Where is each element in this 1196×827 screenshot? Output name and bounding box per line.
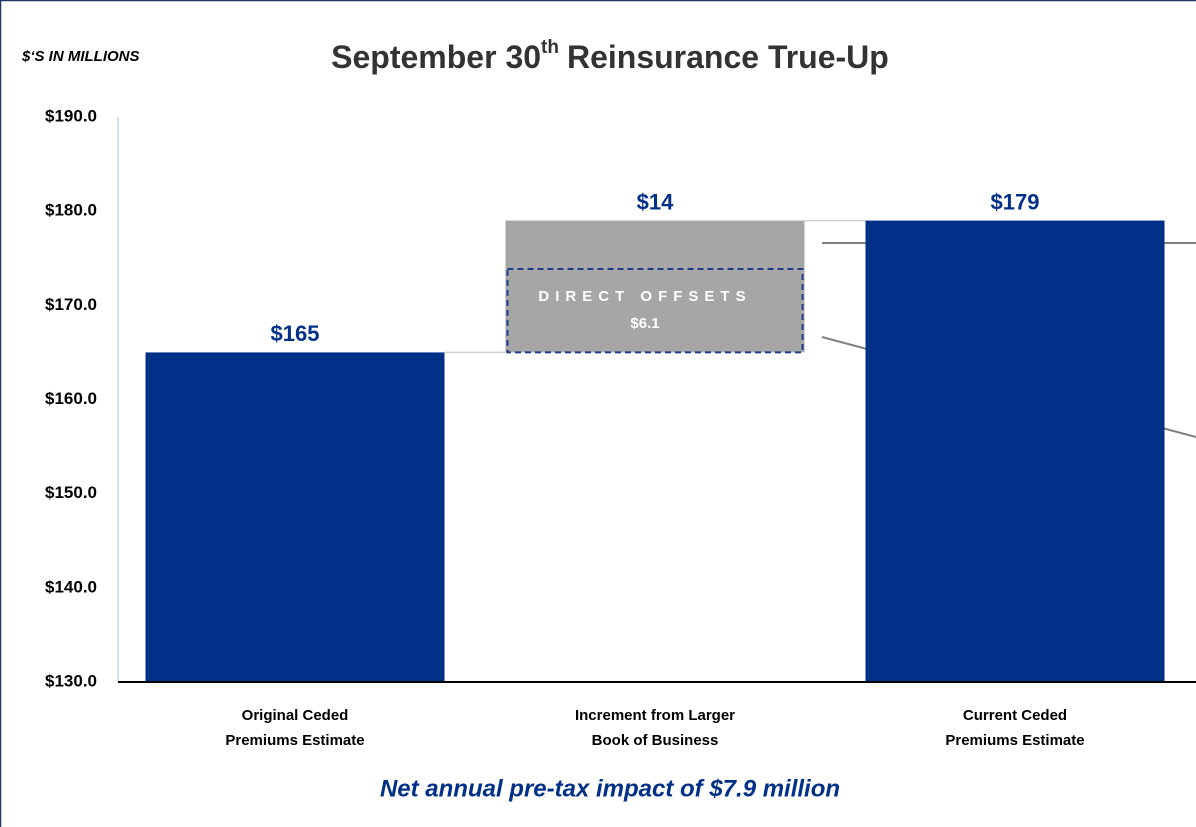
bar bbox=[865, 220, 1165, 683]
chart-title: September 30th Reinsurance True-Up bbox=[331, 37, 889, 75]
annotation-box bbox=[506, 268, 804, 354]
x-tick-label: Premiums Estimate bbox=[945, 732, 1084, 749]
value-label: $179 bbox=[991, 189, 1040, 214]
value-label: $165 bbox=[271, 321, 320, 346]
x-tick-label: Book of Business bbox=[592, 732, 719, 749]
title-main: September 30 bbox=[331, 39, 541, 75]
x-tick-label: Original Ceded bbox=[242, 707, 349, 724]
x-tick-label: Premiums Estimate bbox=[225, 732, 364, 749]
y-tick-label: $180.0 bbox=[45, 201, 97, 220]
y-tick-label: $130.0 bbox=[45, 671, 97, 690]
value-label: $14 bbox=[637, 189, 674, 214]
x-tick-label: Increment from Larger bbox=[575, 707, 735, 724]
y-tick-label: $190.0 bbox=[45, 106, 97, 125]
annotation-value: $6.1 bbox=[630, 315, 659, 332]
y-tick-label: $170.0 bbox=[45, 295, 97, 314]
bar bbox=[505, 220, 805, 353]
x-tick-label: Current Ceded bbox=[963, 707, 1067, 724]
footnote: Net annual pre-tax impact of $7.9 millio… bbox=[380, 775, 840, 802]
y-tick-label: $150.0 bbox=[45, 483, 97, 502]
bar bbox=[145, 352, 445, 682]
annotation-label: DIRECT OFFSETS bbox=[538, 288, 751, 305]
unit-label: $‘S IN MILLIONS bbox=[21, 48, 140, 65]
title-superscript: th bbox=[541, 37, 559, 58]
y-tick-label: $140.0 bbox=[45, 577, 97, 596]
y-tick-label: $160.0 bbox=[45, 389, 97, 408]
title-rest: Reinsurance True-Up bbox=[567, 39, 889, 75]
